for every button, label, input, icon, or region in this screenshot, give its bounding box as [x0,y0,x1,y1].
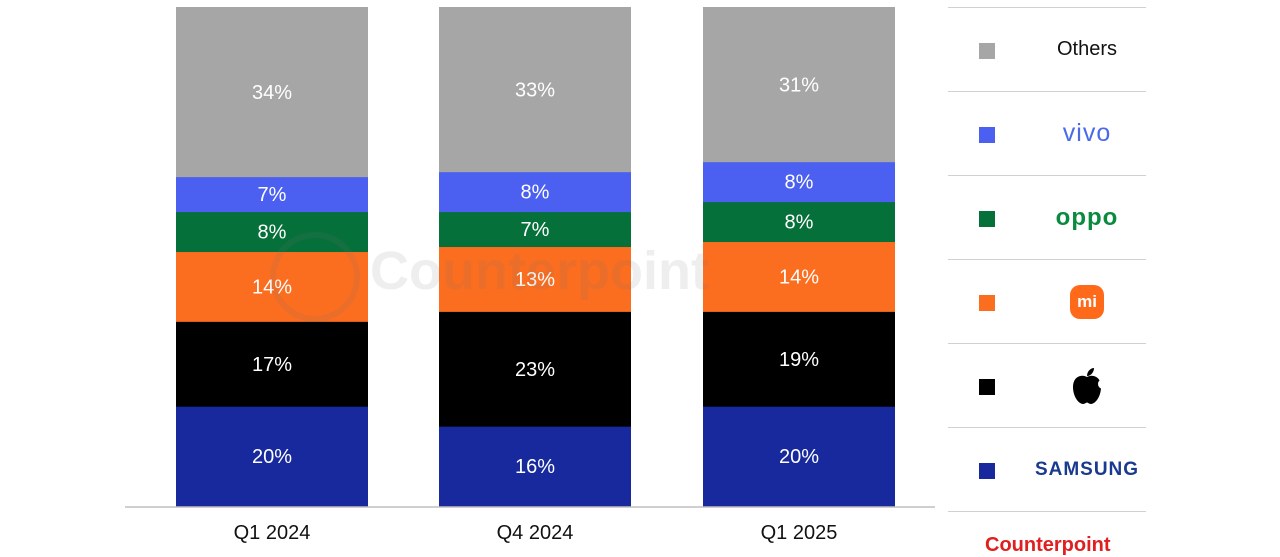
bars-group: 20% 17% 14% 8% 7% 34% 16% 23% 13% 7% 8% 33% 20% 19% 14… [176,7,895,507]
samsung-logo: SAMSUNG [1034,458,1140,480]
bar-segment-samsung-1 [176,406,368,507]
data-label-others-2: 33% [515,79,555,101]
data-label-samsung-2: 16% [515,456,555,478]
data-label-samsung-1: 20% [252,446,292,468]
legend-item-others: Others [948,7,1146,91]
legend-swatch-xiaomi [979,295,995,311]
bar-segment-vivo-1 [176,176,368,213]
x-tick-labels: Q1 2024 Q4 2024 Q1 2025 [234,522,838,544]
legend: Others vivo oppo mi SAMSUNG [948,7,1146,512]
stacked-bar-chart: 20% 17% 14% 8% 7% 34% 16% 23% 13% 7% 8% 33% 20% 19% 14… [125,7,935,544]
legend-swatch-oppo [979,211,995,227]
bar-segment-xiaomi-1 [176,251,368,322]
data-label-apple-3: 19% [779,349,819,371]
data-label-xiaomi-2: 13% [515,269,555,291]
bar-segment-apple-2 [439,311,631,427]
legend-swatch-apple [979,379,995,395]
data-label-oppo-1: 8% [258,222,287,244]
x-tick-label: Q1 2025 [761,522,838,544]
x-tick-label: Q1 2024 [234,522,311,544]
legend-item-vivo: vivo [948,91,1146,175]
legend-swatch-others [979,43,995,59]
data-label-apple-2: 23% [515,359,555,381]
bar-segment-samsung-3 [703,406,895,507]
data-label-xiaomi-1: 14% [252,276,292,298]
data-label-others-3: 31% [779,74,819,96]
bar-segment-oppo-1 [176,211,368,253]
data-label-samsung-3: 20% [779,446,819,468]
bar-segment-samsung-2 [439,426,631,507]
data-label-vivo-3: 8% [785,172,814,194]
data-label-oppo-3: 8% [785,212,814,234]
bar-segment-apple-1 [176,321,368,407]
bar-segment-vivo-3 [703,161,895,203]
vivo-logo: vivo [1062,119,1112,147]
legend-swatch-vivo [979,127,995,143]
legend-item-oppo: oppo [948,175,1146,259]
bar-segment-apple-3 [703,311,895,407]
data-label-vivo-1: 7% [258,184,287,206]
bar-segment-others-3 [703,7,895,163]
legend-swatch-samsung [979,463,995,479]
legend-item-apple [948,343,1146,427]
data-label-others-1: 34% [252,82,292,104]
legend-label-others: Others [1056,38,1118,60]
apple-icon [1073,367,1104,404]
legend-item-samsung: SAMSUNG [948,427,1146,512]
x-tick-label: Q4 2024 [497,522,574,544]
bar-segment-oppo-2 [439,211,631,248]
bar-segment-others-1 [176,7,368,178]
bar-segment-oppo-3 [703,201,895,243]
data-label-xiaomi-3: 14% [779,266,819,288]
bar-segment-xiaomi-3 [703,241,895,312]
legend-item-xiaomi: mi [948,259,1146,343]
oppo-logo: oppo [1055,203,1119,231]
bar-segment-vivo-2 [439,171,631,213]
bar-segment-others-2 [439,7,631,173]
data-label-oppo-2: 7% [521,219,550,241]
footer-logo: Counterpoint [985,534,1111,556]
data-label-vivo-2: 8% [521,182,550,204]
xiaomi-logo: mi [1070,284,1104,319]
data-label-apple-1: 17% [252,354,292,376]
bar-segment-xiaomi-2 [439,246,631,312]
